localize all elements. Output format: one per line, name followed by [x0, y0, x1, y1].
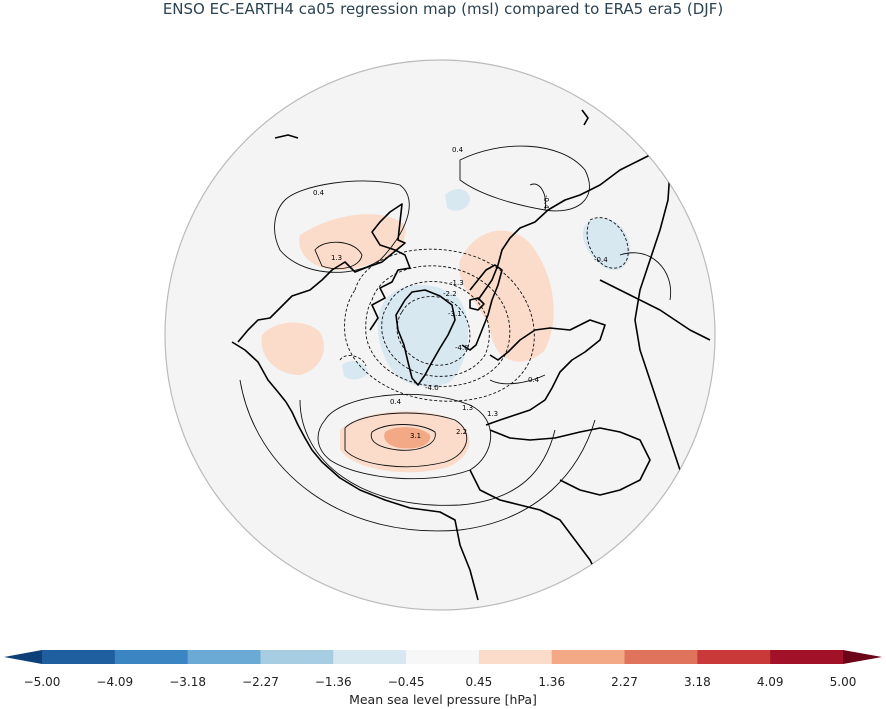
colorbar-tick-label: 5.00	[829, 675, 857, 689]
mediterranean-coast	[489, 427, 651, 496]
anomaly-patch	[299, 214, 406, 271]
contour-label: 1.3	[487, 410, 498, 418]
contour-positive	[317, 393, 492, 480]
colorbar-label: Mean sea level pressure [hPa]	[349, 692, 537, 707]
contour-label: 3.1	[410, 432, 421, 440]
colorbar-segment	[406, 650, 480, 664]
colorbar-segment	[551, 650, 626, 664]
contour-label: -4.0	[455, 344, 469, 352]
colorbar-tick-label: 4.09	[756, 675, 784, 689]
colorbar-segment	[770, 650, 844, 664]
contour-positive	[344, 412, 468, 468]
contour-label: -2.2	[443, 290, 457, 298]
contour-label: -1.3	[450, 279, 464, 287]
colorbar-tick-label: −3.18	[169, 675, 207, 689]
contour-negative	[381, 281, 490, 377]
contour-label: 1.3	[331, 254, 342, 262]
colorbar-segment	[114, 650, 189, 664]
contour-label: 0.4	[528, 376, 540, 384]
contour-label: -4.0	[425, 384, 439, 392]
colorbar-tick-label: −5.00	[23, 675, 61, 689]
strong-positive-anomaly	[384, 427, 431, 449]
contour-label: -0.4	[594, 256, 608, 264]
iceland-coast	[469, 297, 485, 311]
island-fragment	[581, 109, 589, 126]
colorbar-extend-high	[843, 650, 882, 664]
colorbar-segment	[333, 650, 407, 664]
contour-label: 0.4	[313, 189, 325, 197]
colorbar-segment	[697, 650, 771, 664]
negative-anomaly-regions	[342, 188, 631, 387]
colorbar-tick-label: 2.27	[611, 675, 638, 689]
contour-label: -0.4	[542, 195, 550, 209]
europe-coast	[485, 319, 606, 426]
positive-anomaly-regions	[261, 214, 554, 473]
contour-positive	[274, 180, 410, 273]
contour-label: -3.1	[448, 310, 462, 318]
contour-negative	[344, 248, 535, 402]
contour-positive	[370, 424, 436, 451]
colorbar-segment	[187, 650, 261, 664]
contour-positive	[489, 374, 546, 385]
contour-positive	[459, 145, 590, 212]
anomaly-patch	[445, 188, 470, 211]
colorbar-segment	[42, 650, 116, 664]
colorbar	[4, 650, 882, 664]
north-america-coast	[231, 341, 479, 601]
colorbar-tick-label: 3.18	[684, 675, 711, 689]
contour-negative	[586, 217, 629, 269]
colorbar-tick-label: −0.45	[387, 675, 425, 689]
colorbar-tick-label: −1.36	[314, 675, 352, 689]
anomaly-patch	[377, 285, 469, 387]
polar-map: 0.4 0.4 0.4 0.4 -0.4 1.3 1.3 -1.3 -2.2 -…	[164, 59, 716, 611]
contour-label: 0.4	[452, 146, 464, 154]
island-fragment	[274, 134, 299, 139]
contour-label: 2.2	[456, 428, 467, 436]
anomaly-patch	[582, 217, 631, 271]
contour-label: 1.3	[462, 404, 473, 412]
contour-lines	[239, 145, 672, 532]
colorbar-segment	[260, 650, 334, 664]
colorbar-tick-label: −2.27	[242, 675, 279, 689]
contour-label: 0.4	[390, 398, 402, 406]
colorbar-tick-label: −4.09	[96, 675, 134, 689]
canada-arctic-coast	[237, 203, 411, 343]
contour-negative	[365, 265, 511, 387]
anomaly-patch	[459, 230, 554, 362]
contour-positive	[299, 399, 556, 506]
eurasia-coast	[477, 144, 701, 301]
colorbar-tick-label: 1.36	[538, 675, 566, 689]
contour-positive	[619, 252, 672, 301]
contour-negative	[339, 355, 367, 367]
coastlines	[231, 109, 711, 606]
colorbar-segment	[624, 650, 698, 664]
colorbar-tick-label: 0.45	[465, 675, 493, 689]
anomaly-patch	[342, 360, 368, 380]
contour-positive	[239, 379, 596, 532]
colorbar-segment	[478, 650, 553, 664]
contour-label-group: 0.4 0.4 0.4 0.4 -0.4 1.3 1.3 -1.3 -2.2 -…	[313, 146, 608, 440]
colorbar-extend-low	[4, 650, 42, 664]
contour-positive	[314, 241, 363, 270]
anomaly-patch	[261, 322, 324, 375]
greenland-coast	[395, 289, 456, 386]
contour-positive	[529, 183, 547, 211]
plot-title: ENSO EC-EARTH4 ca05 regression map (msl)…	[162, 0, 724, 18]
asia-east-coast	[634, 139, 681, 471]
scandinavia-coast	[461, 264, 503, 351]
asia-interior-border	[599, 279, 711, 341]
